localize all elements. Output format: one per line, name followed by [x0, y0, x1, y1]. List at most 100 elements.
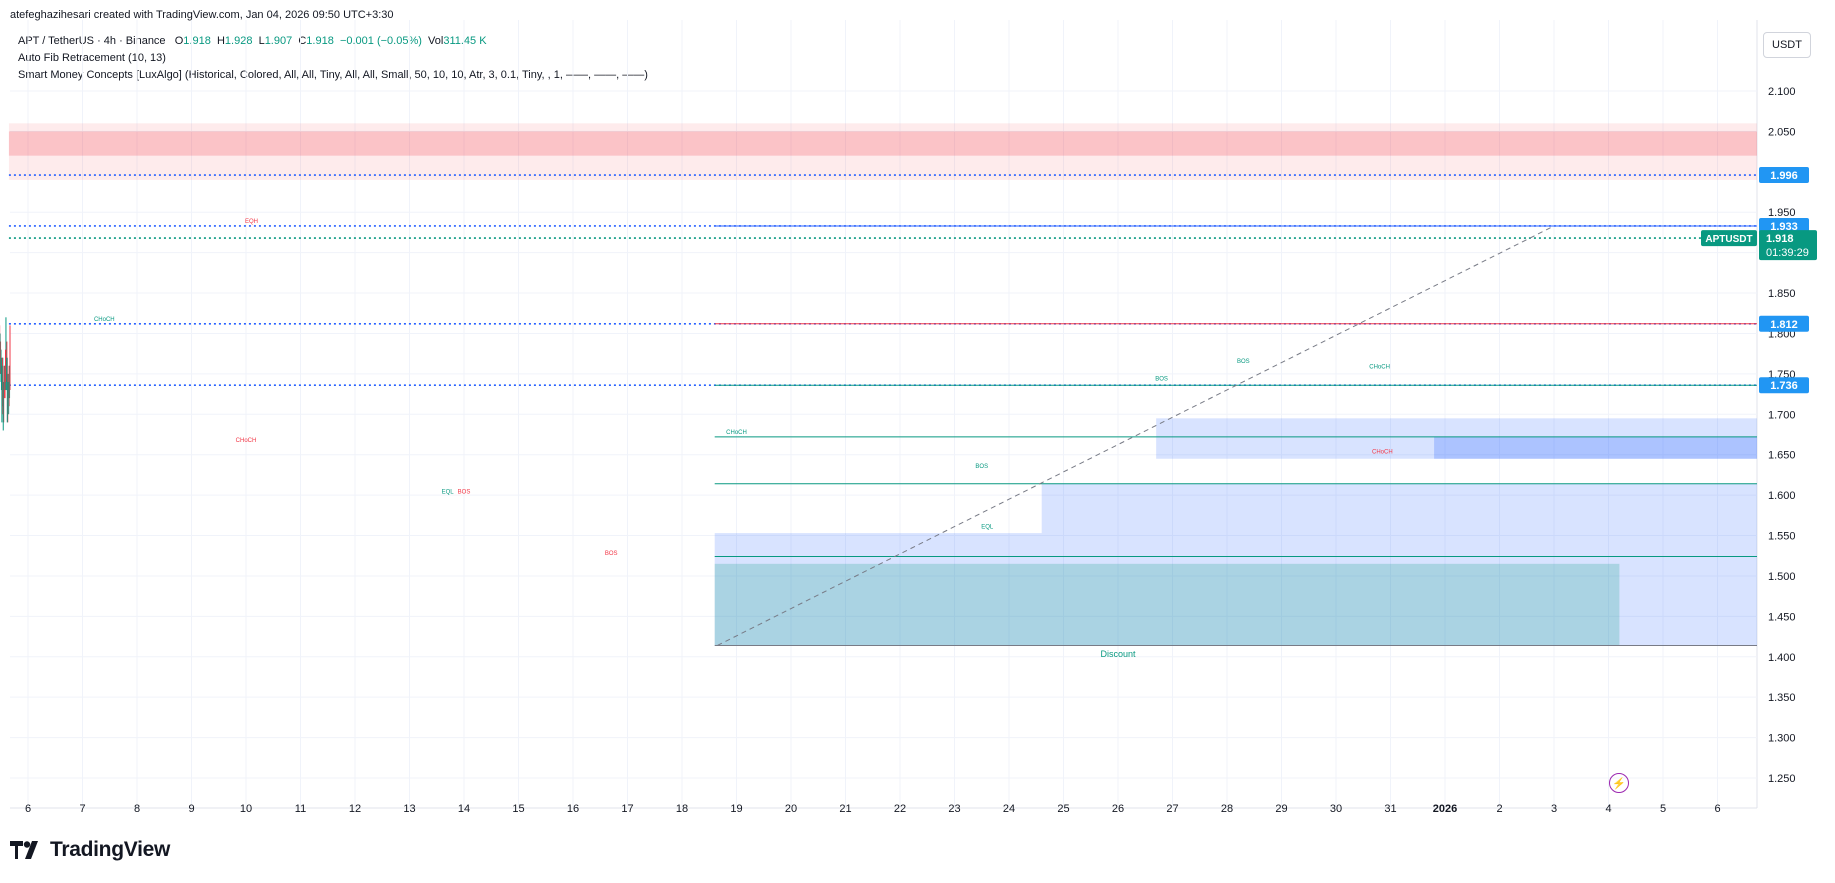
- countdown-label: 01:39:29: [1766, 247, 1809, 259]
- change-value: −0.001 (−0.05%): [339, 35, 422, 47]
- x-tick-label: 9: [188, 803, 194, 815]
- y-tick-label: 1.850: [1768, 288, 1796, 300]
- price-tag: [1759, 217, 1809, 234]
- x-tick-label: 7: [79, 803, 85, 815]
- y-tick-label: 1.300: [1768, 733, 1796, 745]
- x-tick-label: 2026: [1433, 803, 1457, 815]
- price-tag: [1759, 315, 1809, 332]
- x-tick-label: 27: [1166, 803, 1178, 815]
- x-tick-label: 6: [1714, 803, 1720, 815]
- close-value: 1.918: [306, 35, 334, 47]
- y-tick-label: 1.700: [1768, 409, 1796, 421]
- x-tick-label: 22: [894, 803, 906, 815]
- structure-label: BOS: [975, 464, 988, 470]
- volume-label: Vol: [428, 35, 444, 47]
- x-tick-label: 26: [1112, 803, 1124, 815]
- x-tick-label: 6: [25, 803, 31, 815]
- tradingview-logo: TradingView: [10, 838, 170, 862]
- currency-selector[interactable]: USDT: [1763, 32, 1811, 58]
- high-label: H: [216, 35, 225, 47]
- x-tick-label: 10: [240, 803, 252, 815]
- x-tick-label: 14: [458, 803, 470, 815]
- y-tick-label: 1.250: [1768, 773, 1796, 785]
- tv-logo-icon: [10, 841, 38, 859]
- x-tick-label: 13: [403, 803, 415, 815]
- structure-label: BOS: [1155, 377, 1168, 383]
- structure-label: BOS: [458, 490, 471, 496]
- x-tick-label: 30: [1330, 803, 1342, 815]
- structure-label: CHoCH: [94, 317, 115, 323]
- structure-label: CHoCH: [236, 438, 257, 444]
- price-tag-label: 1.996: [1770, 170, 1798, 182]
- x-tick-label: 16: [567, 803, 579, 815]
- price-tag-label: 1.933: [1770, 221, 1798, 233]
- y-tick-label: 1.650: [1768, 450, 1796, 462]
- chart-legend: APT / TetherUS · 4h · Binance O1.918 H1.…: [18, 33, 648, 84]
- close-label: C: [298, 35, 307, 47]
- x-tick-label: 24: [1003, 803, 1015, 815]
- y-tick-label: 1.950: [1768, 207, 1796, 219]
- structure-label: EQH: [245, 219, 258, 225]
- zone-box: [714, 563, 1620, 646]
- indicator-smc[interactable]: Smart Money Concepts [LuxAlgo] (Historic…: [18, 69, 648, 81]
- symbol-line[interactable]: APT / TetherUS · 4h · Binance O1.918 H1.…: [18, 33, 648, 50]
- x-tick-label: 28: [1221, 803, 1233, 815]
- price-tag-label: 1.736: [1770, 380, 1798, 392]
- x-tick-label: 5: [1660, 803, 1666, 815]
- x-tick-label: 3: [1551, 803, 1557, 815]
- structure-label: Discount: [1100, 649, 1136, 659]
- structure-label: EQL: [442, 490, 455, 496]
- open-value: 1.918: [183, 35, 211, 47]
- structure-label: CHoCH: [726, 430, 747, 436]
- structure-label: CHoCH: [1369, 364, 1390, 370]
- zone-box: [1156, 418, 1757, 459]
- open-label: O: [174, 35, 184, 47]
- x-tick-label: 17: [621, 803, 633, 815]
- y-tick-label: 2.050: [1768, 126, 1796, 138]
- zone-box: [714, 533, 1758, 646]
- x-tick-label: 2: [1496, 803, 1502, 815]
- zone-box: [8, 131, 1757, 156]
- low-value: 1.907: [264, 35, 293, 47]
- y-tick-label: 1.400: [1768, 652, 1796, 664]
- x-tick-label: 31: [1384, 803, 1396, 815]
- zone-box: [8, 123, 1757, 180]
- structure-label: BOS: [605, 551, 618, 557]
- x-tick-label: 4: [1605, 803, 1611, 815]
- volume-value: 311.45 K: [443, 35, 487, 47]
- symbol-tag-label: APTUSDT: [1705, 234, 1752, 245]
- indicator-fib[interactable]: Auto Fib Retracement (10, 13): [18, 52, 166, 64]
- x-tick-label: 19: [730, 803, 742, 815]
- x-tick-label: 15: [512, 803, 524, 815]
- last-price-tag: [1759, 230, 1817, 261]
- y-tick-label: 1.600: [1768, 490, 1796, 502]
- x-tick-label: 25: [1057, 803, 1069, 815]
- brand-name: TradingView: [50, 838, 171, 861]
- x-tick-label: 23: [948, 803, 960, 815]
- structure-label: EQL: [981, 524, 994, 530]
- structure-label: BOS: [1237, 359, 1250, 365]
- x-tick-label: 8: [134, 803, 140, 815]
- price-tag-label: 1.812: [1770, 319, 1798, 331]
- x-tick-label: 20: [785, 803, 797, 815]
- y-tick-label: 1.550: [1768, 531, 1796, 543]
- price-tag: [1759, 377, 1809, 394]
- zone-box: [1434, 436, 1757, 459]
- low-label: L: [258, 35, 265, 47]
- x-tick-label: 21: [839, 803, 851, 815]
- price-chart[interactable]: 2.1002.0501.9501.9001.8501.8001.7501.700…: [0, 0, 1835, 830]
- lightning-icon[interactable]: ⚡: [1609, 773, 1629, 793]
- y-tick-label: 1.350: [1768, 692, 1796, 704]
- structure-label: CHoCH: [1372, 449, 1393, 455]
- y-tick-label: 1.450: [1768, 611, 1796, 623]
- fib-trend-line: [717, 225, 1555, 646]
- last-price-label: 1.918: [1766, 233, 1794, 245]
- price-tag: [1759, 167, 1809, 184]
- y-tick-label: 2.100: [1768, 86, 1796, 98]
- x-tick-label: 18: [676, 803, 688, 815]
- y-tick-label: 1.500: [1768, 571, 1796, 583]
- x-tick-label: 11: [295, 803, 306, 815]
- x-tick-label: 12: [349, 803, 361, 815]
- x-tick-label: 29: [1275, 803, 1287, 815]
- symbol-name[interactable]: APT / TetherUS · 4h · Binance: [18, 35, 166, 47]
